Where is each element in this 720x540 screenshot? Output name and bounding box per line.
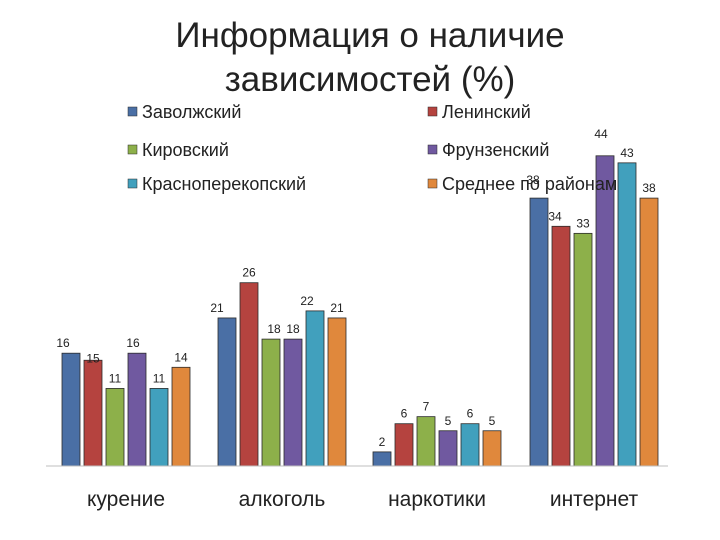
data-label-2-2: 26 [242, 266, 256, 280]
data-label-4-5: 43 [620, 146, 634, 160]
legend-label-4: Фрунзенский [442, 140, 549, 160]
data-label-3-1: 2 [379, 435, 386, 449]
legend-swatch-4 [427, 144, 438, 155]
bar-1-4 [127, 352, 147, 467]
legend-label-5: Красноперекопский [142, 174, 306, 194]
data-label-2-3: 18 [267, 322, 281, 336]
bar-2-1 [217, 317, 237, 467]
data-label-2-4: 18 [286, 322, 300, 336]
data-label-3-2: 6 [401, 407, 408, 421]
legend-swatch-1 [127, 106, 138, 117]
legend-swatch-5 [127, 178, 138, 189]
bar-1-5 [149, 388, 169, 467]
bar-4-5 [617, 162, 637, 467]
data-label-1-6: 14 [174, 350, 188, 364]
bar-1-2 [83, 359, 103, 467]
bar-3-1 [372, 451, 392, 467]
category-label-1: курение [87, 488, 165, 511]
bar-1-1 [61, 352, 81, 467]
bar-3-2 [394, 423, 414, 467]
legend-swatch-6 [427, 178, 438, 189]
bar-1-3 [105, 388, 125, 467]
data-label-3-4: 5 [445, 414, 452, 428]
data-label-4-4: 44 [594, 127, 608, 141]
legend-label-6: Среднее по районам [442, 174, 617, 194]
data-label-1-1: 16 [56, 336, 70, 350]
bar-1-6 [171, 366, 191, 467]
bar-2-2 [239, 282, 259, 467]
bar-3-5 [460, 423, 480, 467]
bar-2-3 [261, 338, 281, 467]
bar-4-6 [639, 197, 659, 467]
legend-label-3: Кировский [142, 140, 229, 160]
data-label-4-6: 38 [642, 181, 656, 195]
data-label-2-1: 21 [210, 301, 224, 315]
data-label-2-5: 22 [300, 294, 314, 308]
data-label-1-5: 11 [153, 371, 166, 385]
bar-3-3 [416, 416, 436, 467]
data-label-1-3: 11 [109, 371, 122, 385]
legend-swatch-3 [127, 144, 138, 155]
legend-swatch-2 [427, 106, 438, 117]
bar-2-5 [305, 310, 325, 467]
category-label-3: наркотики [388, 488, 486, 511]
data-label-3-6: 5 [489, 414, 496, 428]
data-label-4-1: 38 [526, 173, 540, 187]
bar-4-1 [529, 197, 549, 467]
bar-3-4 [438, 430, 458, 467]
bar-3-6 [482, 430, 502, 467]
chart-title: Информация о наличие зависимостей (%) [175, 16, 565, 99]
data-label-3-3: 7 [423, 400, 430, 414]
legend-label-1: Заволжский [142, 102, 241, 122]
data-label-1-2: 15 [86, 351, 100, 365]
legend-label-2: Ленинский [442, 102, 531, 122]
data-label-2-6: 21 [330, 301, 344, 315]
category-label-2: алкоголь [239, 488, 326, 511]
data-label-1-4: 16 [126, 336, 140, 350]
data-label-4-2: 34 [548, 209, 562, 223]
bar-4-2 [551, 225, 571, 467]
bar-2-6 [327, 317, 347, 467]
bar-4-3 [573, 232, 593, 467]
data-label-4-3: 33 [576, 216, 590, 230]
bar-2-4 [283, 338, 303, 467]
bar-4-4 [595, 155, 615, 467]
category-label-4: интернет [550, 488, 639, 511]
data-label-3-5: 6 [467, 407, 474, 421]
